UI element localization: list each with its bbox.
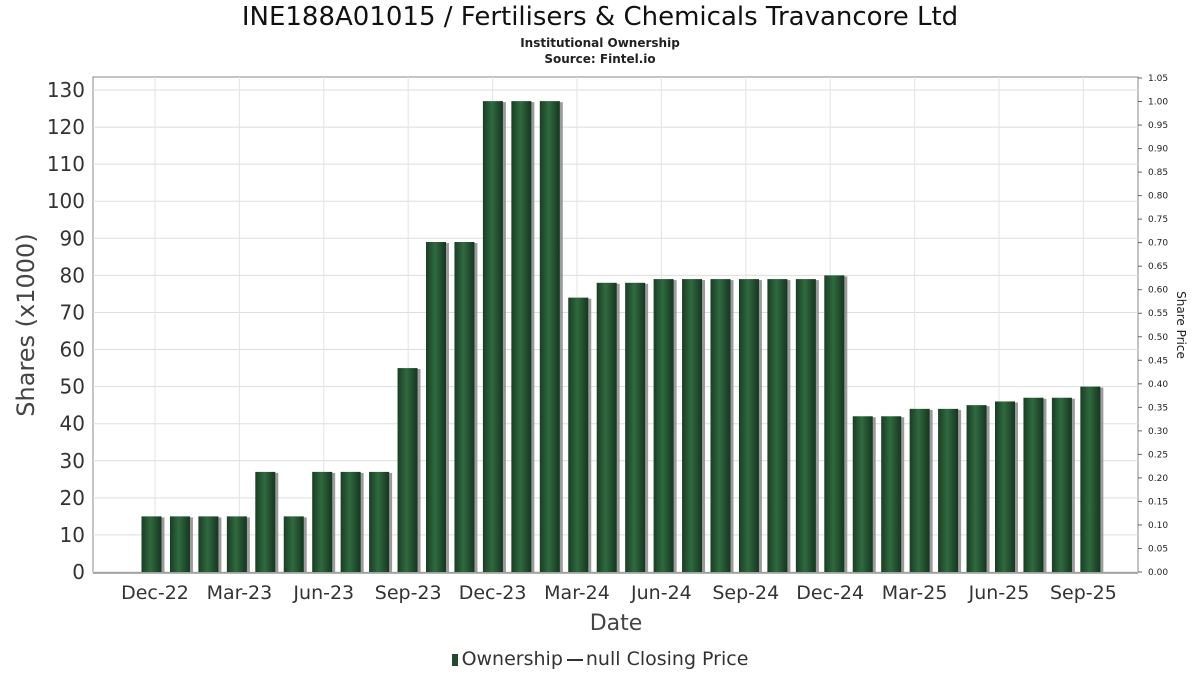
legend-closing-price: null Closing Price — [585, 648, 749, 670]
ownership-bar — [881, 416, 902, 572]
y-axis-label: Shares (x1000) — [12, 233, 40, 416]
y2-tick-label: 0.85 — [1148, 168, 1168, 178]
chart-title: INE188A01015 / Fertilisers & Chemicals T… — [241, 2, 959, 32]
y2-tick-label: 0.10 — [1148, 521, 1168, 531]
ownership-bar — [426, 242, 446, 572]
ownership-bar — [511, 101, 532, 572]
ownership-bar — [141, 516, 162, 572]
x-tick-label: Mar-25 — [882, 582, 948, 604]
ownership-bar — [966, 405, 987, 572]
y2-tick-label: 1.00 — [1148, 98, 1168, 108]
x-tick-label: Sep-23 — [375, 582, 442, 604]
x-tick-label: Jun-25 — [968, 582, 1030, 604]
y2-tick-label: 0.65 — [1148, 262, 1168, 272]
ownership-bar — [625, 282, 646, 572]
ownership-bar — [653, 279, 674, 572]
chart-subtitle: Institutional Ownership — [520, 36, 680, 50]
closing-price-legend-swatch — [566, 658, 583, 661]
y2-tick-label: 0.50 — [1148, 333, 1168, 343]
ownership-bar — [1051, 397, 1072, 572]
y2-tick-label: 0.35 — [1148, 403, 1168, 413]
x-tick-label: Jun-24 — [630, 582, 692, 604]
y2-tick-label: 1.05 — [1148, 74, 1168, 84]
y-tick-label: 60 — [60, 338, 85, 362]
y2-axis-label: Share Price — [1174, 291, 1188, 359]
ownership-bar — [909, 408, 930, 572]
y2-tick-label: 0.45 — [1148, 356, 1168, 366]
y2-tick-label: 0.15 — [1148, 497, 1168, 507]
x-tick-label: Jun-23 — [292, 582, 354, 604]
ownership-bar — [995, 401, 1015, 572]
ownership-bar — [198, 516, 219, 572]
y2-tick-label: 0.60 — [1148, 286, 1168, 296]
ownership-bar — [539, 101, 560, 572]
x-tick-label: Dec-22 — [121, 582, 189, 604]
chart-source: Source: Fintel.io — [544, 52, 656, 66]
y2-tick-label: 0.30 — [1148, 427, 1168, 437]
y2-tick-label: 0.70 — [1148, 239, 1168, 249]
ownership-bar — [226, 516, 247, 572]
ownership-legend-swatch — [451, 653, 458, 666]
y2-tick-label: 0.40 — [1148, 380, 1168, 390]
ownership-bar — [340, 471, 361, 572]
ownership-bar — [596, 282, 617, 572]
ownership-bar — [767, 279, 788, 572]
ownership-bar — [169, 516, 190, 572]
y-tick-label: 20 — [60, 486, 85, 510]
y2-tick-label: 0.20 — [1148, 474, 1168, 484]
y2-tick-label: 0.90 — [1148, 145, 1168, 155]
ownership-chart: 0 10 20 30 40 50 60 70 80 90 100 110 120 130 0.00 0.05 0… — [12, 74, 1188, 636]
ownership-bar — [255, 471, 276, 572]
ownership-bar — [454, 242, 475, 572]
x-tick-label: Mar-24 — [544, 582, 610, 604]
y2-tick-label: 0.80 — [1148, 192, 1168, 202]
ownership-bar — [568, 297, 589, 572]
ownership-bar — [738, 279, 759, 572]
y-tick-label: 40 — [60, 412, 85, 436]
x-tick-label: Dec-24 — [796, 582, 864, 604]
ownership-bar — [1080, 386, 1101, 572]
ownership-bar — [852, 416, 873, 572]
y-tick-label: 130 — [47, 78, 85, 102]
y-tick-label: 70 — [60, 300, 85, 324]
y-tick-label: 120 — [47, 115, 85, 139]
x-tick-label: Sep-25 — [1050, 582, 1117, 604]
ownership-bar — [795, 279, 816, 572]
legend: Ownership null Closing Price — [0, 648, 1200, 670]
x-axis-label: Date — [590, 611, 643, 636]
ownership-bar — [938, 408, 959, 572]
x-tick-label: Mar-23 — [207, 582, 273, 604]
ownership-bar — [283, 516, 304, 572]
y-tick-label: 90 — [60, 226, 85, 250]
ownership-bar — [482, 101, 503, 572]
legend-ownership: Ownership — [461, 648, 563, 670]
y2-tick-label: 0.75 — [1148, 215, 1168, 225]
y2-tick-label: 0.05 — [1148, 544, 1168, 554]
ownership-bar — [824, 275, 845, 572]
y2-tick-label: 0.25 — [1148, 450, 1168, 460]
ownership-bar — [312, 471, 333, 572]
ownership-bar — [682, 279, 703, 572]
ownership-bar — [397, 368, 418, 572]
x-tick-label: Sep-24 — [712, 582, 779, 604]
y-tick-label: 0 — [72, 560, 85, 584]
ownership-bar — [369, 471, 390, 572]
y-tick-label: 100 — [47, 189, 85, 213]
y2-tick-label: 0.95 — [1148, 121, 1168, 131]
y-tick-label: 80 — [60, 263, 85, 287]
ownership-bar — [710, 279, 731, 572]
y-tick-label: 10 — [60, 523, 85, 547]
y-tick-label: 30 — [60, 449, 85, 473]
y-tick-label: 110 — [47, 152, 85, 176]
ownership-bar — [1023, 397, 1044, 572]
x-tick-label: Dec-23 — [459, 582, 527, 604]
y-tick-label: 50 — [60, 375, 85, 399]
y2-tick-label: 0.00 — [1148, 568, 1168, 578]
y2-tick-label: 0.55 — [1148, 309, 1168, 319]
